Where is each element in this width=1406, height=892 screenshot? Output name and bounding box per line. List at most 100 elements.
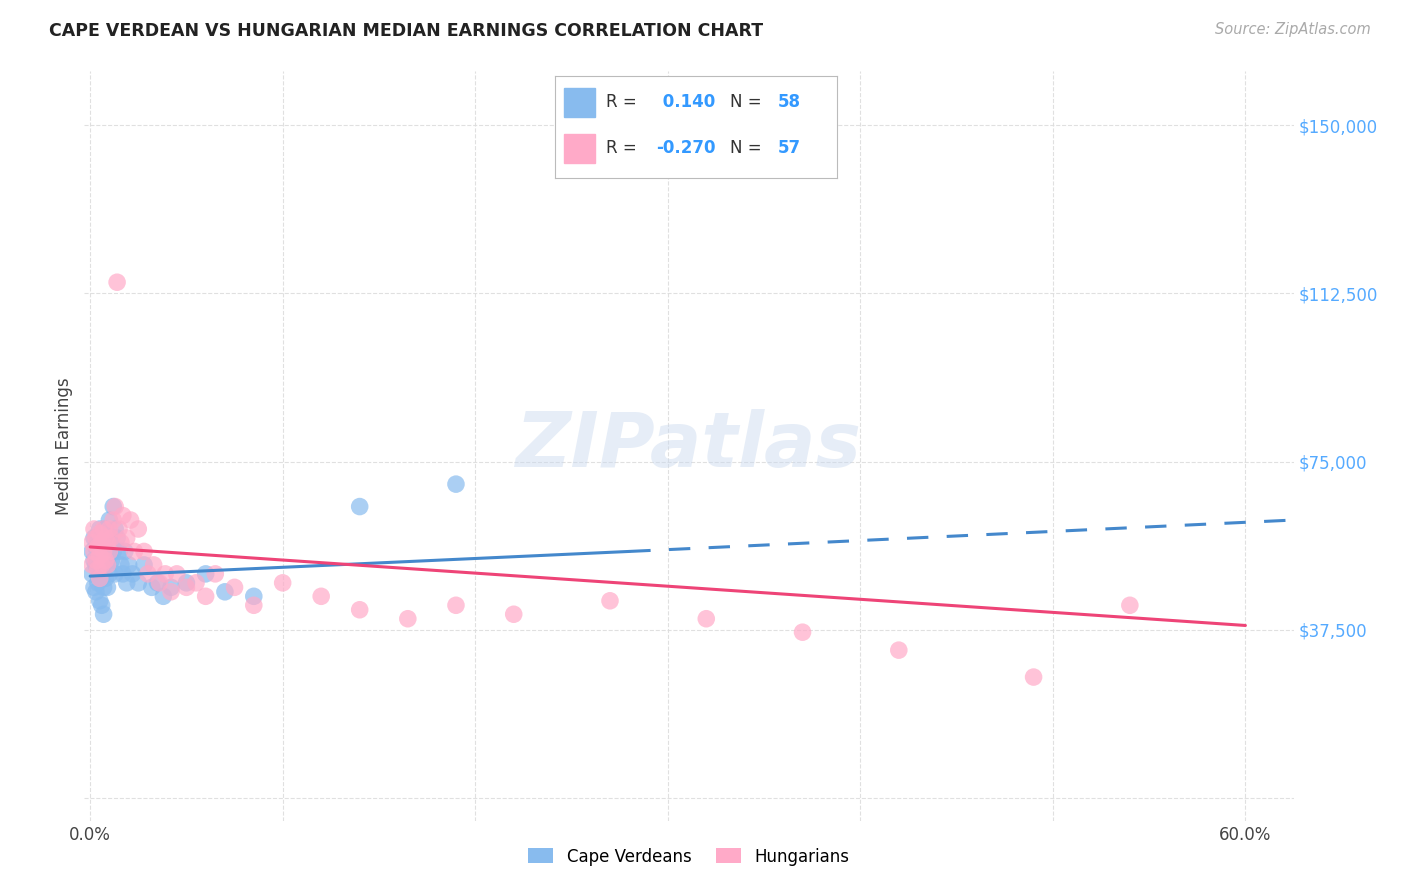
- Text: 57: 57: [778, 139, 800, 157]
- Point: [94, 571, 117, 585]
- Point: [87, 562, 110, 576]
- Point: [121, 566, 143, 581]
- Point: [792, 625, 814, 640]
- Point: [695, 612, 717, 626]
- Point: [117, 558, 139, 572]
- Point: [90, 558, 112, 572]
- Point: [83, 522, 105, 536]
- Point: [111, 508, 134, 523]
- Point: [94, 553, 117, 567]
- Text: Source: ZipAtlas.com: Source: ZipAtlas.com: [1215, 22, 1371, 37]
- Point: [93, 558, 115, 572]
- Point: [155, 566, 177, 581]
- Point: [599, 594, 621, 608]
- Text: N =: N =: [730, 139, 761, 157]
- Point: [98, 544, 121, 558]
- Point: [349, 603, 371, 617]
- Point: [80, 558, 103, 572]
- Point: [127, 575, 149, 590]
- Point: [160, 584, 183, 599]
- Text: -0.270: -0.270: [657, 139, 716, 157]
- Point: [100, 553, 122, 567]
- Point: [87, 575, 110, 590]
- Point: [90, 571, 112, 585]
- Point: [83, 580, 105, 594]
- Point: [132, 558, 155, 572]
- Point: [160, 580, 183, 594]
- Point: [98, 566, 121, 581]
- Point: [90, 549, 112, 563]
- Point: [243, 599, 266, 613]
- Point: [93, 544, 115, 558]
- Point: [127, 522, 149, 536]
- Point: [94, 531, 117, 545]
- Point: [96, 535, 118, 549]
- Text: N =: N =: [730, 93, 761, 111]
- Point: [90, 535, 112, 549]
- Text: CAPE VERDEAN VS HUNGARIAN MEDIAN EARNINGS CORRELATION CHART: CAPE VERDEAN VS HUNGARIAN MEDIAN EARNING…: [49, 22, 763, 40]
- Point: [87, 540, 110, 554]
- Point: [114, 544, 136, 558]
- Point: [103, 544, 125, 558]
- Point: [89, 544, 111, 558]
- Point: [502, 607, 524, 622]
- Point: [136, 566, 159, 581]
- Point: [89, 549, 111, 563]
- Text: 58: 58: [778, 93, 800, 111]
- Point: [84, 558, 107, 572]
- Point: [309, 590, 332, 604]
- Point: [194, 590, 217, 604]
- Point: [108, 544, 131, 558]
- Point: [176, 580, 198, 594]
- Point: [100, 531, 122, 545]
- Point: [89, 566, 111, 581]
- Point: [184, 575, 207, 590]
- Point: [214, 584, 236, 599]
- Point: [98, 540, 121, 554]
- Point: [103, 500, 125, 514]
- Point: [120, 513, 142, 527]
- Point: [166, 566, 188, 581]
- Point: [108, 522, 131, 536]
- Point: [96, 580, 118, 594]
- Point: [98, 522, 121, 536]
- Point: [83, 553, 105, 567]
- Point: [396, 612, 419, 626]
- Point: [146, 575, 169, 590]
- Point: [84, 531, 107, 545]
- Point: [105, 275, 128, 289]
- Bar: [564, 135, 595, 163]
- Point: [94, 544, 117, 558]
- Point: [349, 500, 371, 514]
- Point: [103, 513, 125, 527]
- Point: [89, 522, 111, 536]
- Point: [89, 526, 111, 541]
- Point: [93, 607, 115, 622]
- Point: [87, 553, 110, 567]
- Point: [96, 553, 118, 567]
- Point: [90, 599, 112, 613]
- Point: [89, 571, 111, 585]
- Point: [87, 535, 110, 549]
- Point: [148, 575, 170, 590]
- Point: [80, 544, 103, 558]
- Point: [887, 643, 910, 657]
- Point: [194, 566, 217, 581]
- Point: [176, 575, 198, 590]
- Point: [152, 590, 174, 604]
- Point: [1022, 670, 1045, 684]
- Text: ZIPatlas: ZIPatlas: [516, 409, 862, 483]
- Point: [98, 513, 121, 527]
- Point: [110, 535, 132, 549]
- Point: [94, 522, 117, 536]
- Point: [100, 531, 122, 545]
- Point: [89, 594, 111, 608]
- Point: [84, 540, 107, 554]
- Point: [243, 590, 266, 604]
- Point: [84, 553, 107, 567]
- Point: [104, 566, 127, 581]
- Point: [111, 566, 134, 581]
- Point: [444, 599, 467, 613]
- Point: [124, 544, 146, 558]
- Point: [105, 531, 128, 545]
